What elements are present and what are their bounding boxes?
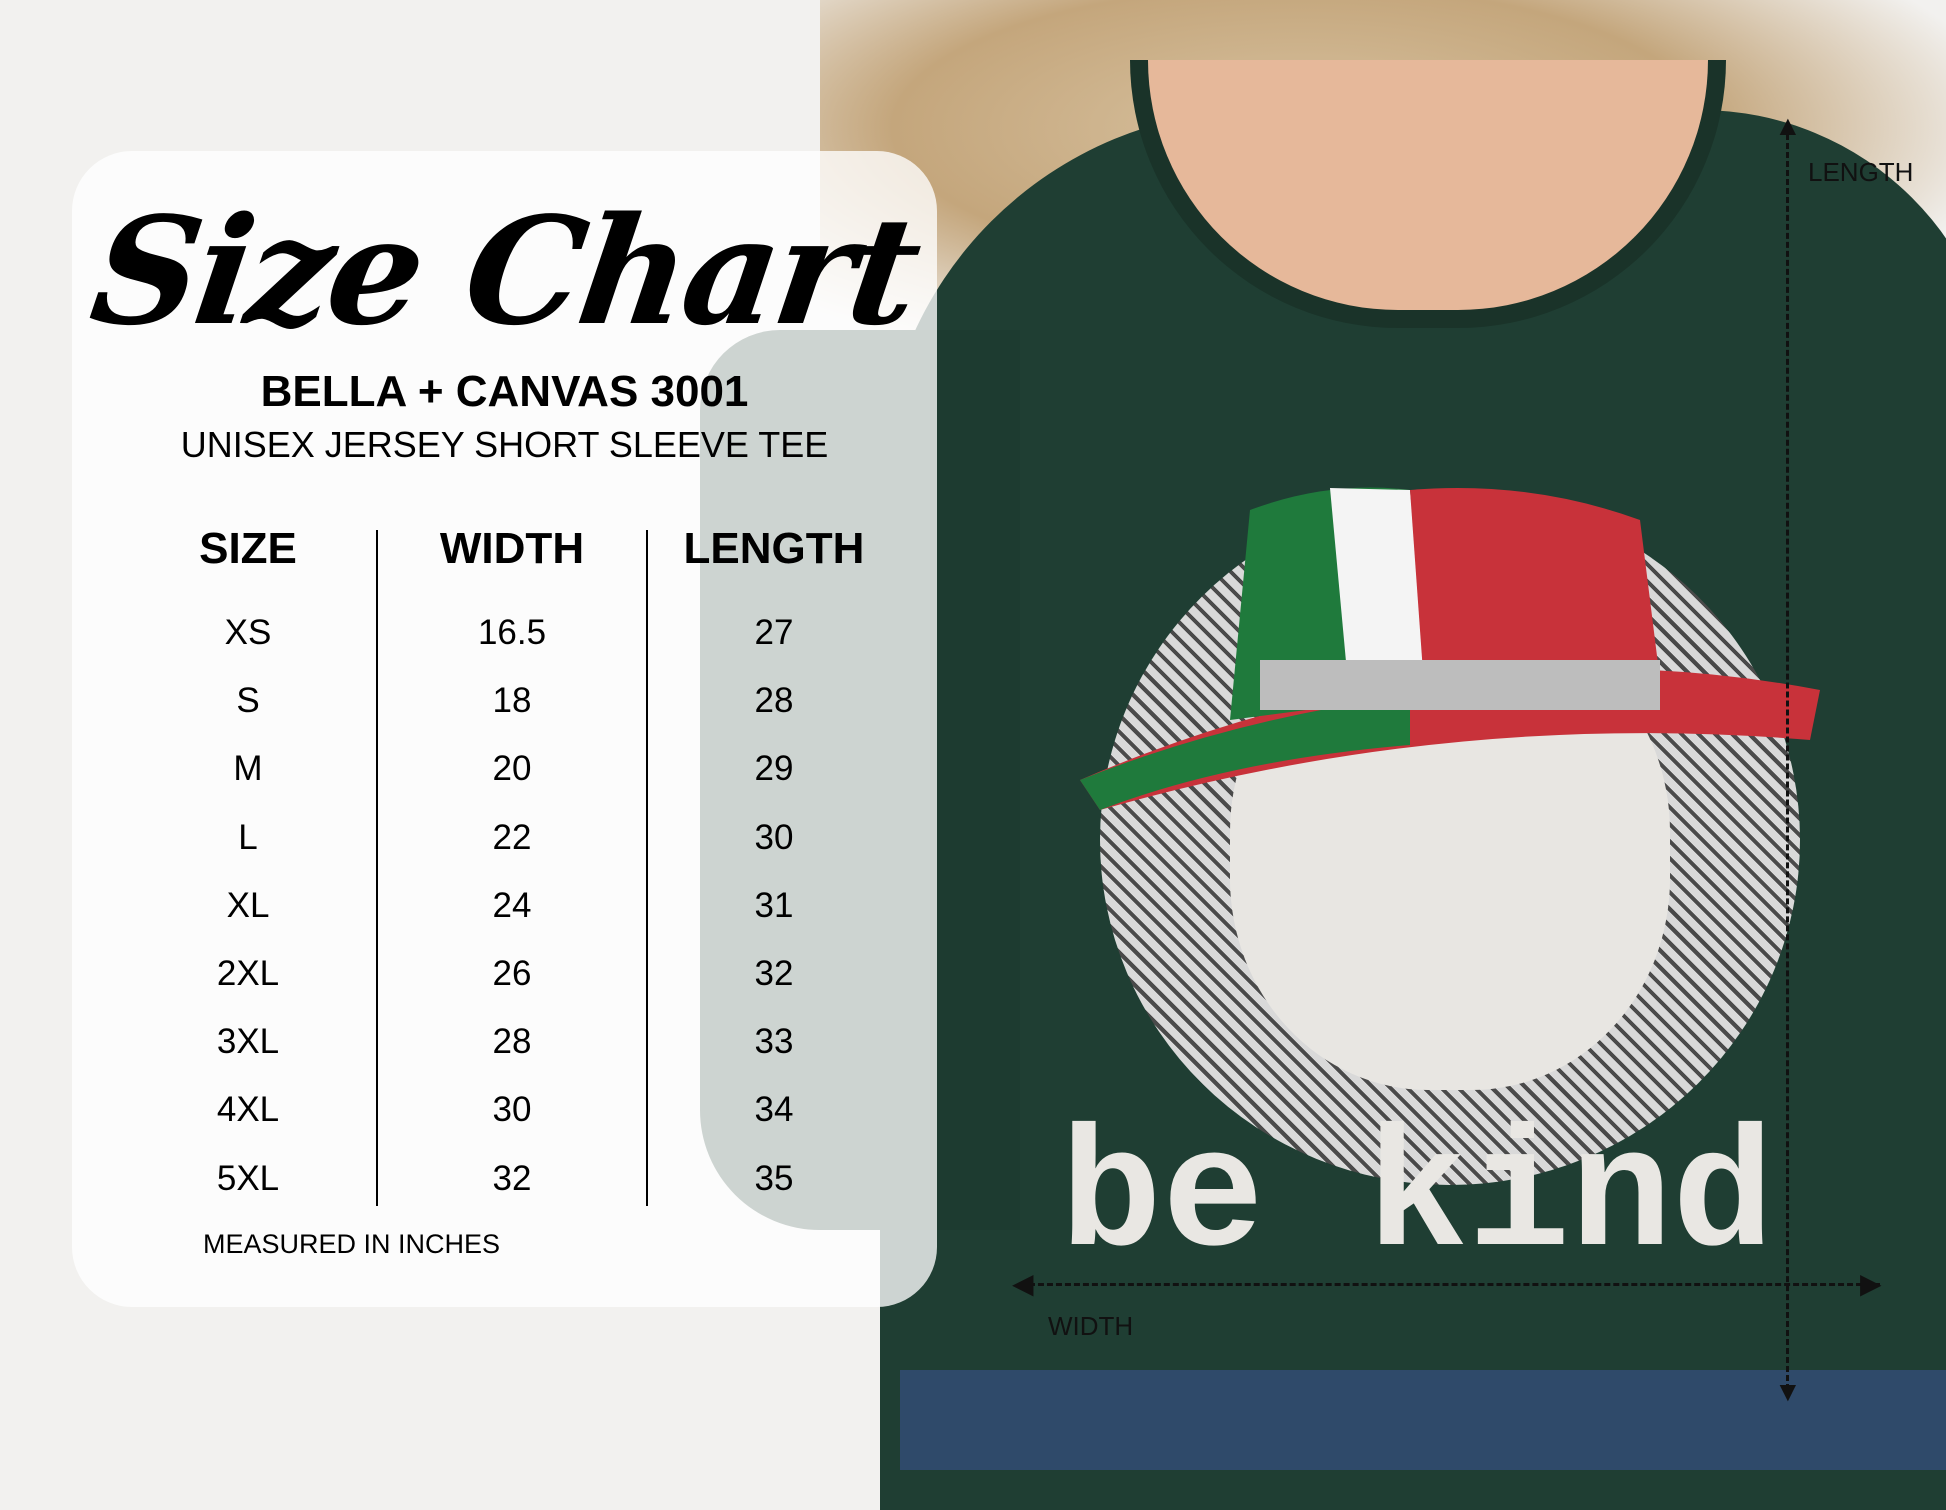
cell-width: 30 — [492, 1090, 532, 1130]
cell-length: 28 — [754, 681, 794, 721]
column-divider — [646, 530, 648, 1206]
length-label: LENGTH — [1808, 157, 1914, 187]
header-size: SIZE — [199, 524, 297, 573]
cell-size: L — [238, 817, 258, 857]
cell-width: 22 — [492, 817, 532, 857]
cell-length: 34 — [754, 1090, 794, 1130]
cell-length: 27 — [754, 613, 794, 652]
product-description: UNISEX JERSEY SHORT SLEEVE TEE — [180, 424, 829, 465]
length-measure-line — [1786, 125, 1789, 1390]
arrow-down-icon: ▼ — [1774, 1376, 1802, 1407]
cell-length: 32 — [754, 954, 794, 993]
column-divider — [376, 530, 378, 1206]
arrow-right-icon: ▶ — [1860, 1268, 1882, 1299]
width-measure-line — [1020, 1283, 1880, 1286]
cell-length: 35 — [754, 1158, 794, 1198]
cell-size: S — [236, 681, 260, 721]
shirt-print-text: be kind — [1060, 1103, 1775, 1296]
cell-size: 4XL — [216, 1090, 280, 1130]
jeans — [900, 1370, 1946, 1470]
cell-size: 2XL — [216, 954, 280, 993]
header-width: WIDTH — [439, 524, 585, 573]
cell-size: 3XL — [216, 1022, 280, 1062]
header-length: LENGTH — [683, 524, 865, 573]
mexican-flag-hat-graphic — [1080, 487, 1820, 810]
cell-length: 31 — [754, 885, 794, 925]
cell-width: 18 — [492, 681, 532, 721]
cell-size: 5XL — [216, 1158, 280, 1198]
cell-width: 26 — [492, 954, 532, 993]
cell-size: M — [233, 749, 263, 789]
units-note: MEASURED IN INCHES — [203, 1229, 501, 1259]
cell-width: 20 — [492, 749, 532, 789]
size-chart-panel — [72, 151, 937, 1307]
brand-model: BELLA + CANVAS 3001 — [260, 367, 749, 416]
cell-size: XL — [226, 885, 270, 925]
cell-width: 16.5 — [477, 613, 547, 652]
arrow-left-icon: ◀ — [1012, 1268, 1034, 1299]
cell-size: XS — [224, 613, 272, 652]
page-title: Size Chart — [82, 184, 928, 358]
cell-width: 24 — [492, 885, 532, 925]
cell-length: 30 — [754, 817, 794, 857]
cell-width: 28 — [492, 1022, 532, 1062]
cell-length: 33 — [754, 1022, 794, 1062]
cell-width: 32 — [492, 1158, 532, 1198]
cell-length: 29 — [754, 749, 794, 789]
arrow-up-icon: ▲ — [1774, 110, 1802, 141]
width-label: WIDTH — [1048, 1311, 1134, 1341]
